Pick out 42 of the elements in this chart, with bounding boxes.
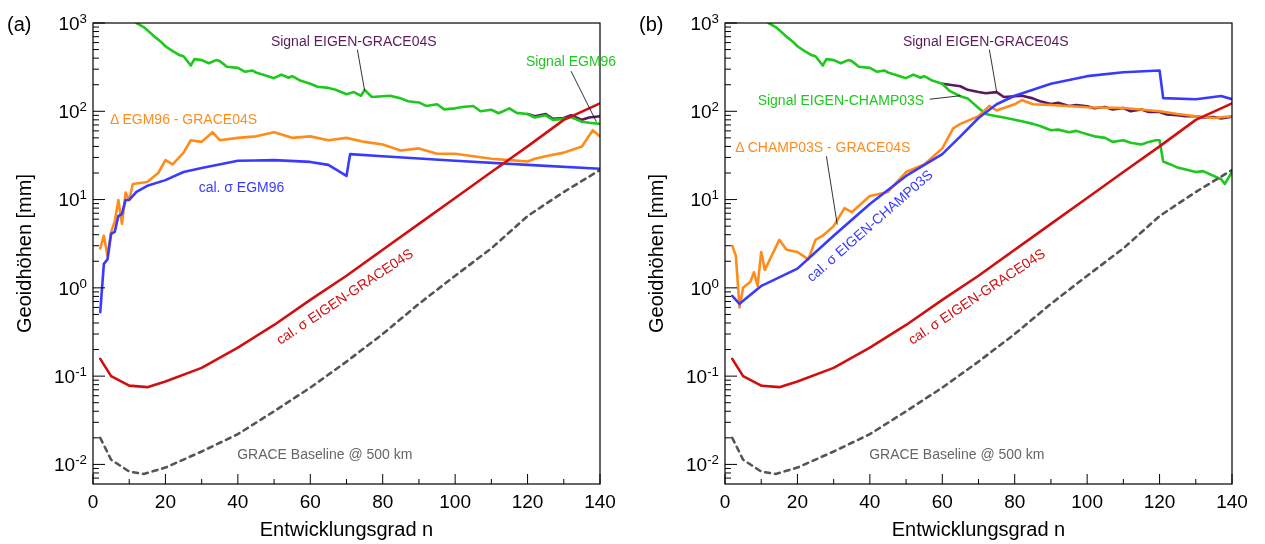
x-tick-label: 60 (931, 491, 953, 512)
y-tick-label: 10$^{1}$ (58, 186, 87, 211)
series-label: cal. σ EGM96 (198, 178, 285, 195)
x-tick-label: 0 (719, 491, 731, 512)
x-tick-label: 80 (1004, 491, 1026, 512)
chart-title: (a) (7, 13, 32, 35)
x-tick-label: 20 (154, 491, 176, 512)
series-label: GRACE Baseline @ 500 km (869, 446, 1045, 463)
y-tick-label: 10$^{3}$ (58, 10, 87, 34)
x-tick-label: 100 (439, 491, 471, 512)
y-tick-label: 10$^{2}$ (58, 98, 87, 122)
x-tick-label: 140 (584, 491, 616, 512)
series-label: GRACE Baseline @ 500 km (237, 446, 413, 463)
y-tick-label: 10$^{-1}$ (54, 363, 87, 387)
x-axis-title: Entwicklungsgrad n (891, 518, 1066, 540)
x-tick-label: 120 (1143, 491, 1176, 512)
chart-title: (b) (639, 13, 664, 35)
text: Signal EIGEN-GRACE04S (270, 33, 437, 50)
x-tick-label: 40 (859, 491, 881, 512)
x-tick-label: 120 (511, 491, 544, 512)
text: Signal EIGEN-GRACE04S (902, 33, 1069, 50)
y-tick-label: 10$^{-2}$ (686, 451, 719, 476)
y-tick-label: 10$^{-1}$ (686, 363, 719, 387)
x-tick-label: 100 (1071, 491, 1103, 512)
x-tick-label: 60 (299, 491, 321, 512)
x-tick-label: 140 (1216, 491, 1248, 512)
y-tick-label: 10$^{2}$ (690, 98, 719, 122)
y-tick-label: 10$^{-2}$ (54, 451, 87, 476)
y-tick-label: 10$^{0}$ (690, 275, 719, 299)
y-axis-title: Geoidhöhen [mm] (645, 174, 667, 333)
x-tick-label: 40 (227, 491, 249, 512)
y-tick-label: 10$^{0}$ (58, 275, 87, 299)
x-axis-title: Entwicklungsgrad n (259, 518, 434, 540)
series-label: Δ EGM96 - GRACE04S (110, 110, 258, 127)
y-tick-label: 10$^{1}$ (690, 186, 719, 211)
x-tick-label: 80 (372, 491, 394, 512)
series-label: Signal EIGEN-CHAMP03S (757, 91, 925, 108)
series-label: Δ CHAMP03S - GRACE04S (735, 138, 911, 155)
y-axis-title: Geoidhöhen [mm] (13, 174, 35, 333)
y-tick-label: 10$^{3}$ (690, 10, 719, 34)
x-tick-label: 0 (87, 491, 99, 512)
x-tick-label: 20 (786, 491, 808, 512)
